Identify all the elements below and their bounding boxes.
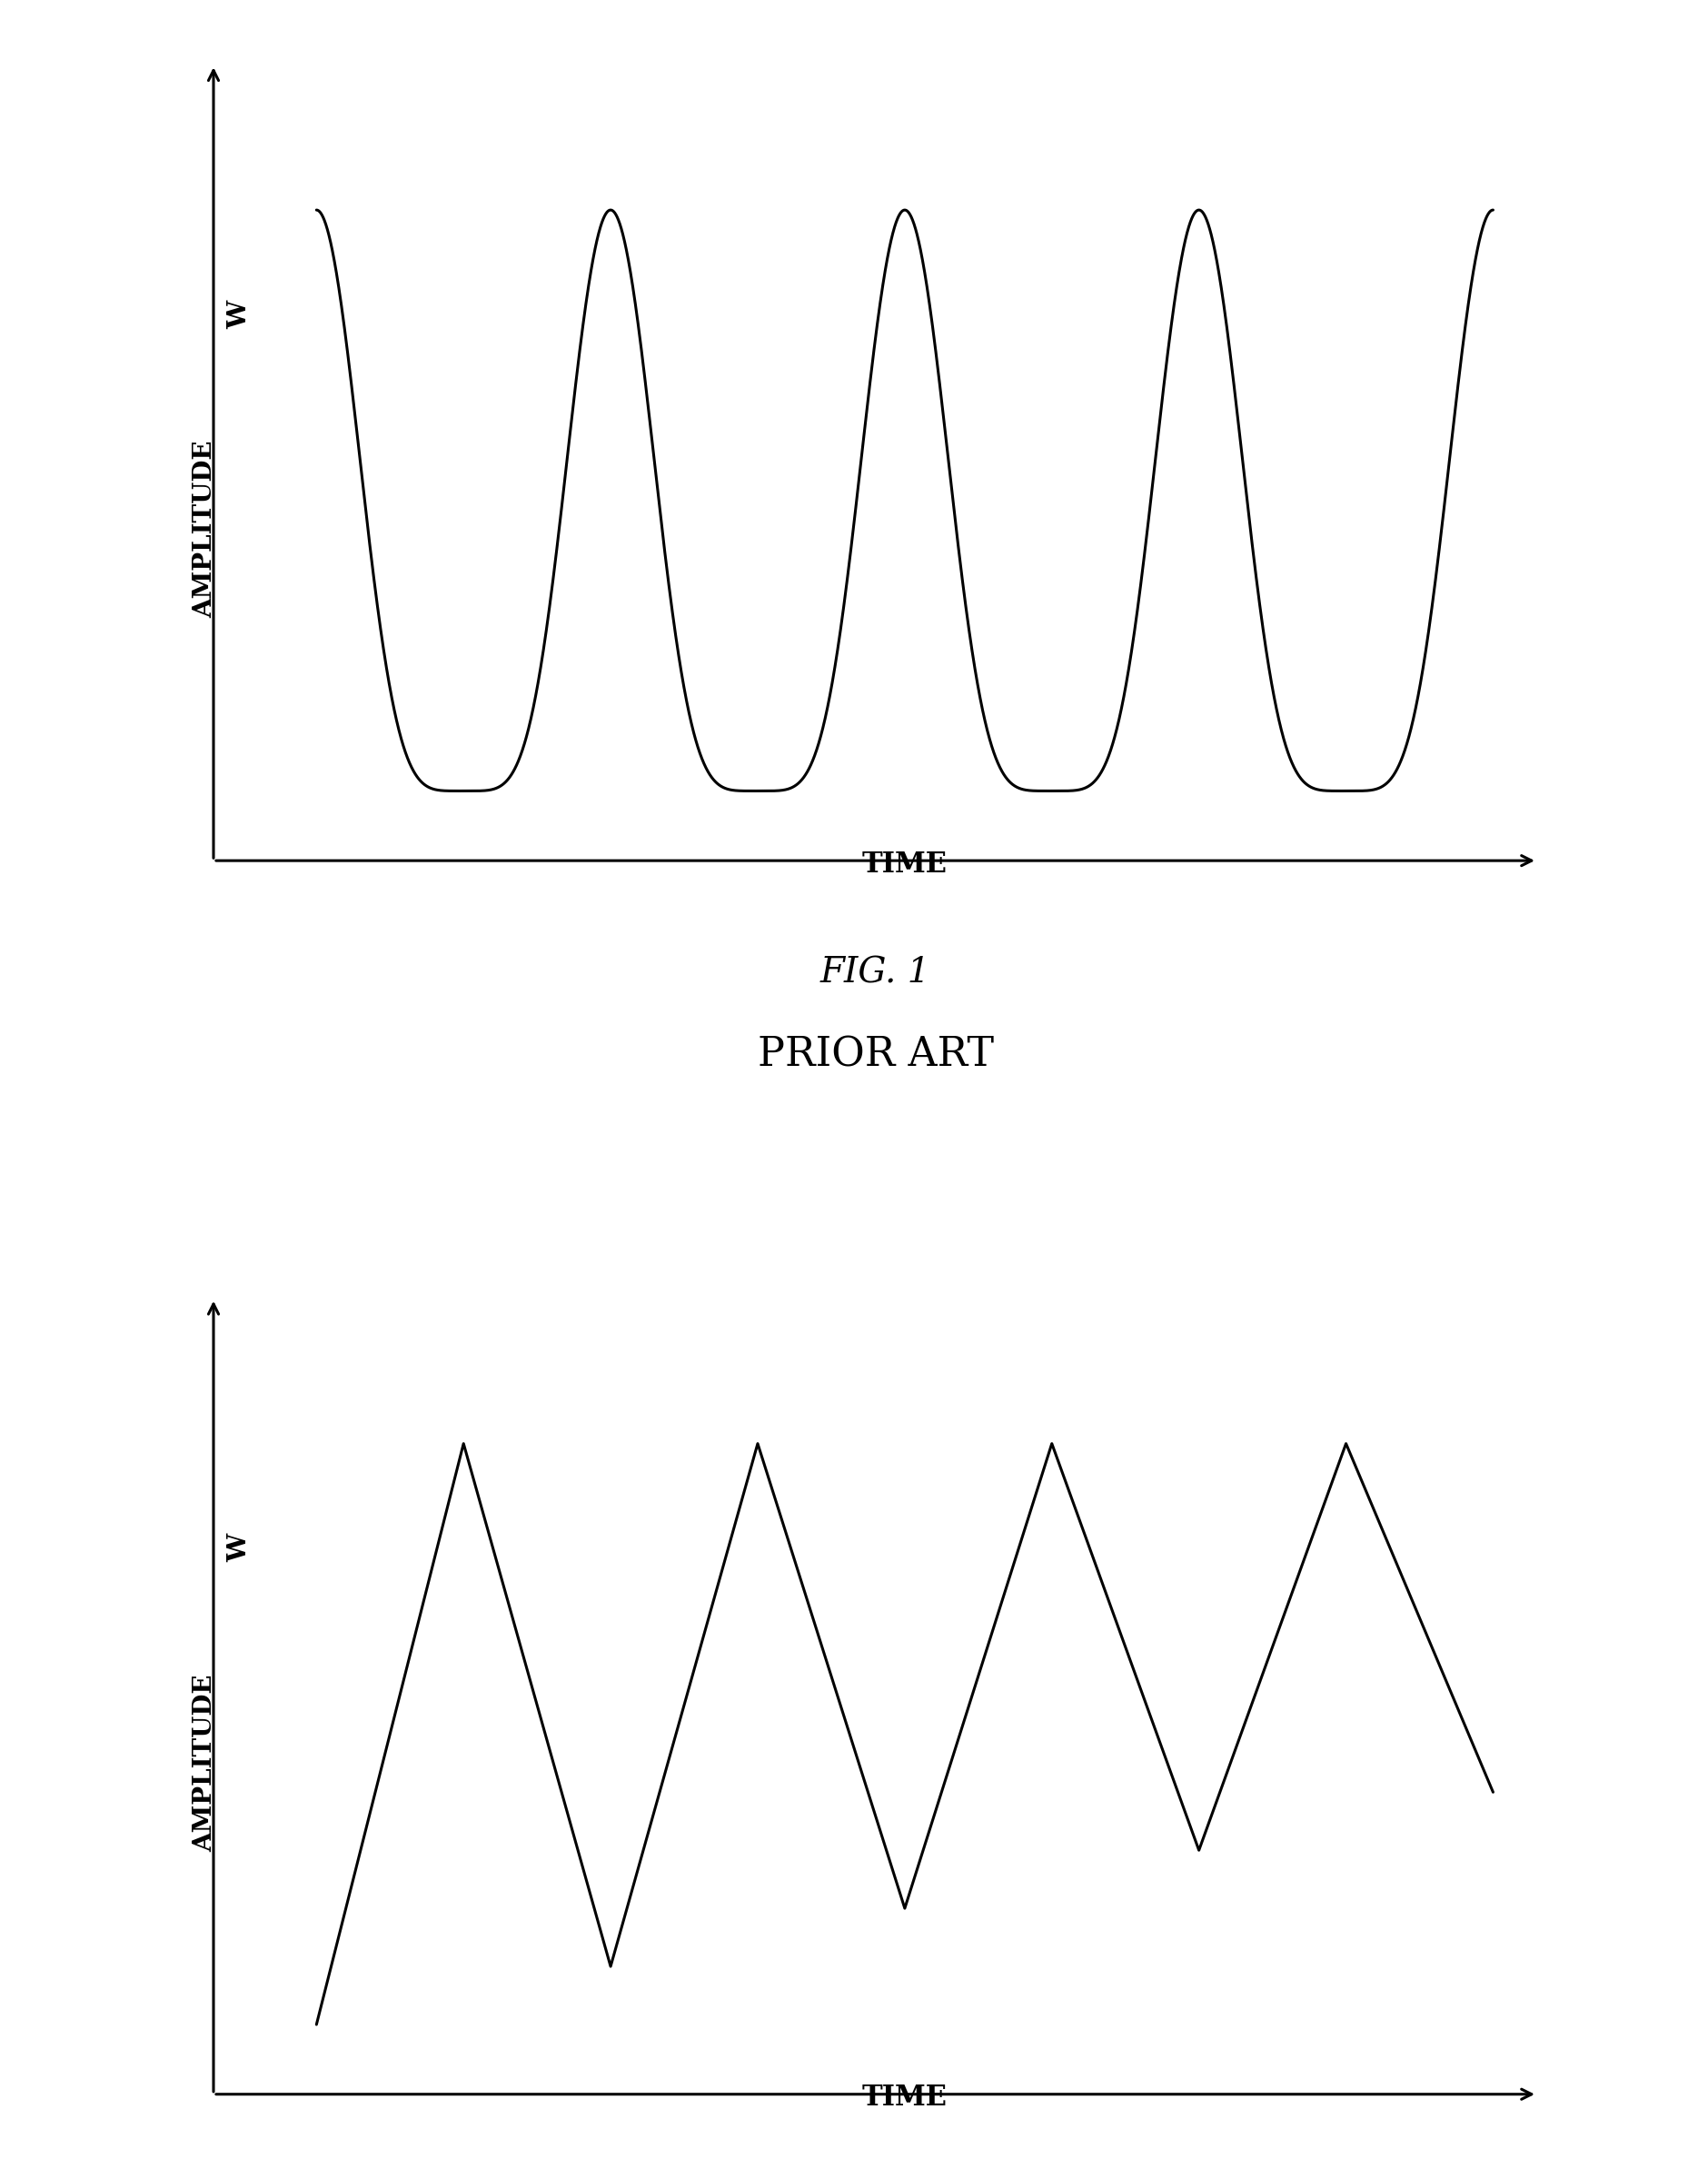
Text: TIME: TIME xyxy=(863,2083,948,2112)
Text: W: W xyxy=(227,1533,253,1563)
Text: FIG. 1: FIG. 1 xyxy=(820,956,931,989)
Text: PRIOR ART: PRIOR ART xyxy=(757,1036,994,1075)
Text: W: W xyxy=(227,300,253,328)
Text: AMPLITUDE: AMPLITUDE xyxy=(193,1673,217,1852)
Text: AMPLITUDE: AMPLITUDE xyxy=(193,440,217,617)
Text: TIME: TIME xyxy=(863,851,948,879)
